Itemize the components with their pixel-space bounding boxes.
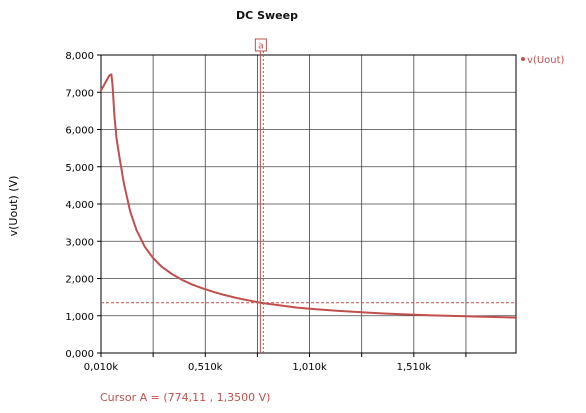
legend-marker <box>521 57 525 61</box>
legend: v(Uout) <box>521 55 565 66</box>
y-tick-label: 3,000 <box>65 237 94 248</box>
x-tick-label: 1,510k <box>397 362 432 373</box>
cursor-tag-label: a <box>258 42 264 52</box>
series-line-v-uout <box>100 73 517 319</box>
y-tick-label: 6,000 <box>65 126 94 137</box>
cursor-a[interactable]: a <box>101 38 516 353</box>
cursor-tag-box[interactable] <box>254 38 267 52</box>
x-tick-label: 0,510k <box>188 362 223 373</box>
y-tick-label: 2,000 <box>65 275 94 286</box>
cursor-readout: Cursor A = (774,11 , 1,3500 V) <box>100 391 270 404</box>
y-tick-label: 4,000 <box>65 200 94 211</box>
y-axis-label: v(Uout) (V) <box>7 176 20 237</box>
y-tick-label: 1,000 <box>65 312 94 323</box>
chart-title: DC Sweep <box>236 9 298 22</box>
x-tick-label: 1,010k <box>292 362 327 373</box>
y-tick-label: 5,000 <box>65 163 94 174</box>
y-tick-label: 0,000 <box>65 349 94 360</box>
legend-label: v(Uout) <box>527 55 565 66</box>
y-axis-ticks: 0,000 1,000 2,000 3,000 4,000 5,000 6,000 7,000… <box>65 51 101 360</box>
y-tick-label: 8,000 <box>65 51 94 62</box>
y-tick-label: 7,000 <box>65 88 94 99</box>
x-tick-label: 0,010k <box>84 362 119 373</box>
x-axis-ticks: 0,010k 0,510k 1,010k 1,510k <box>84 353 467 373</box>
series-group <box>100 73 517 319</box>
